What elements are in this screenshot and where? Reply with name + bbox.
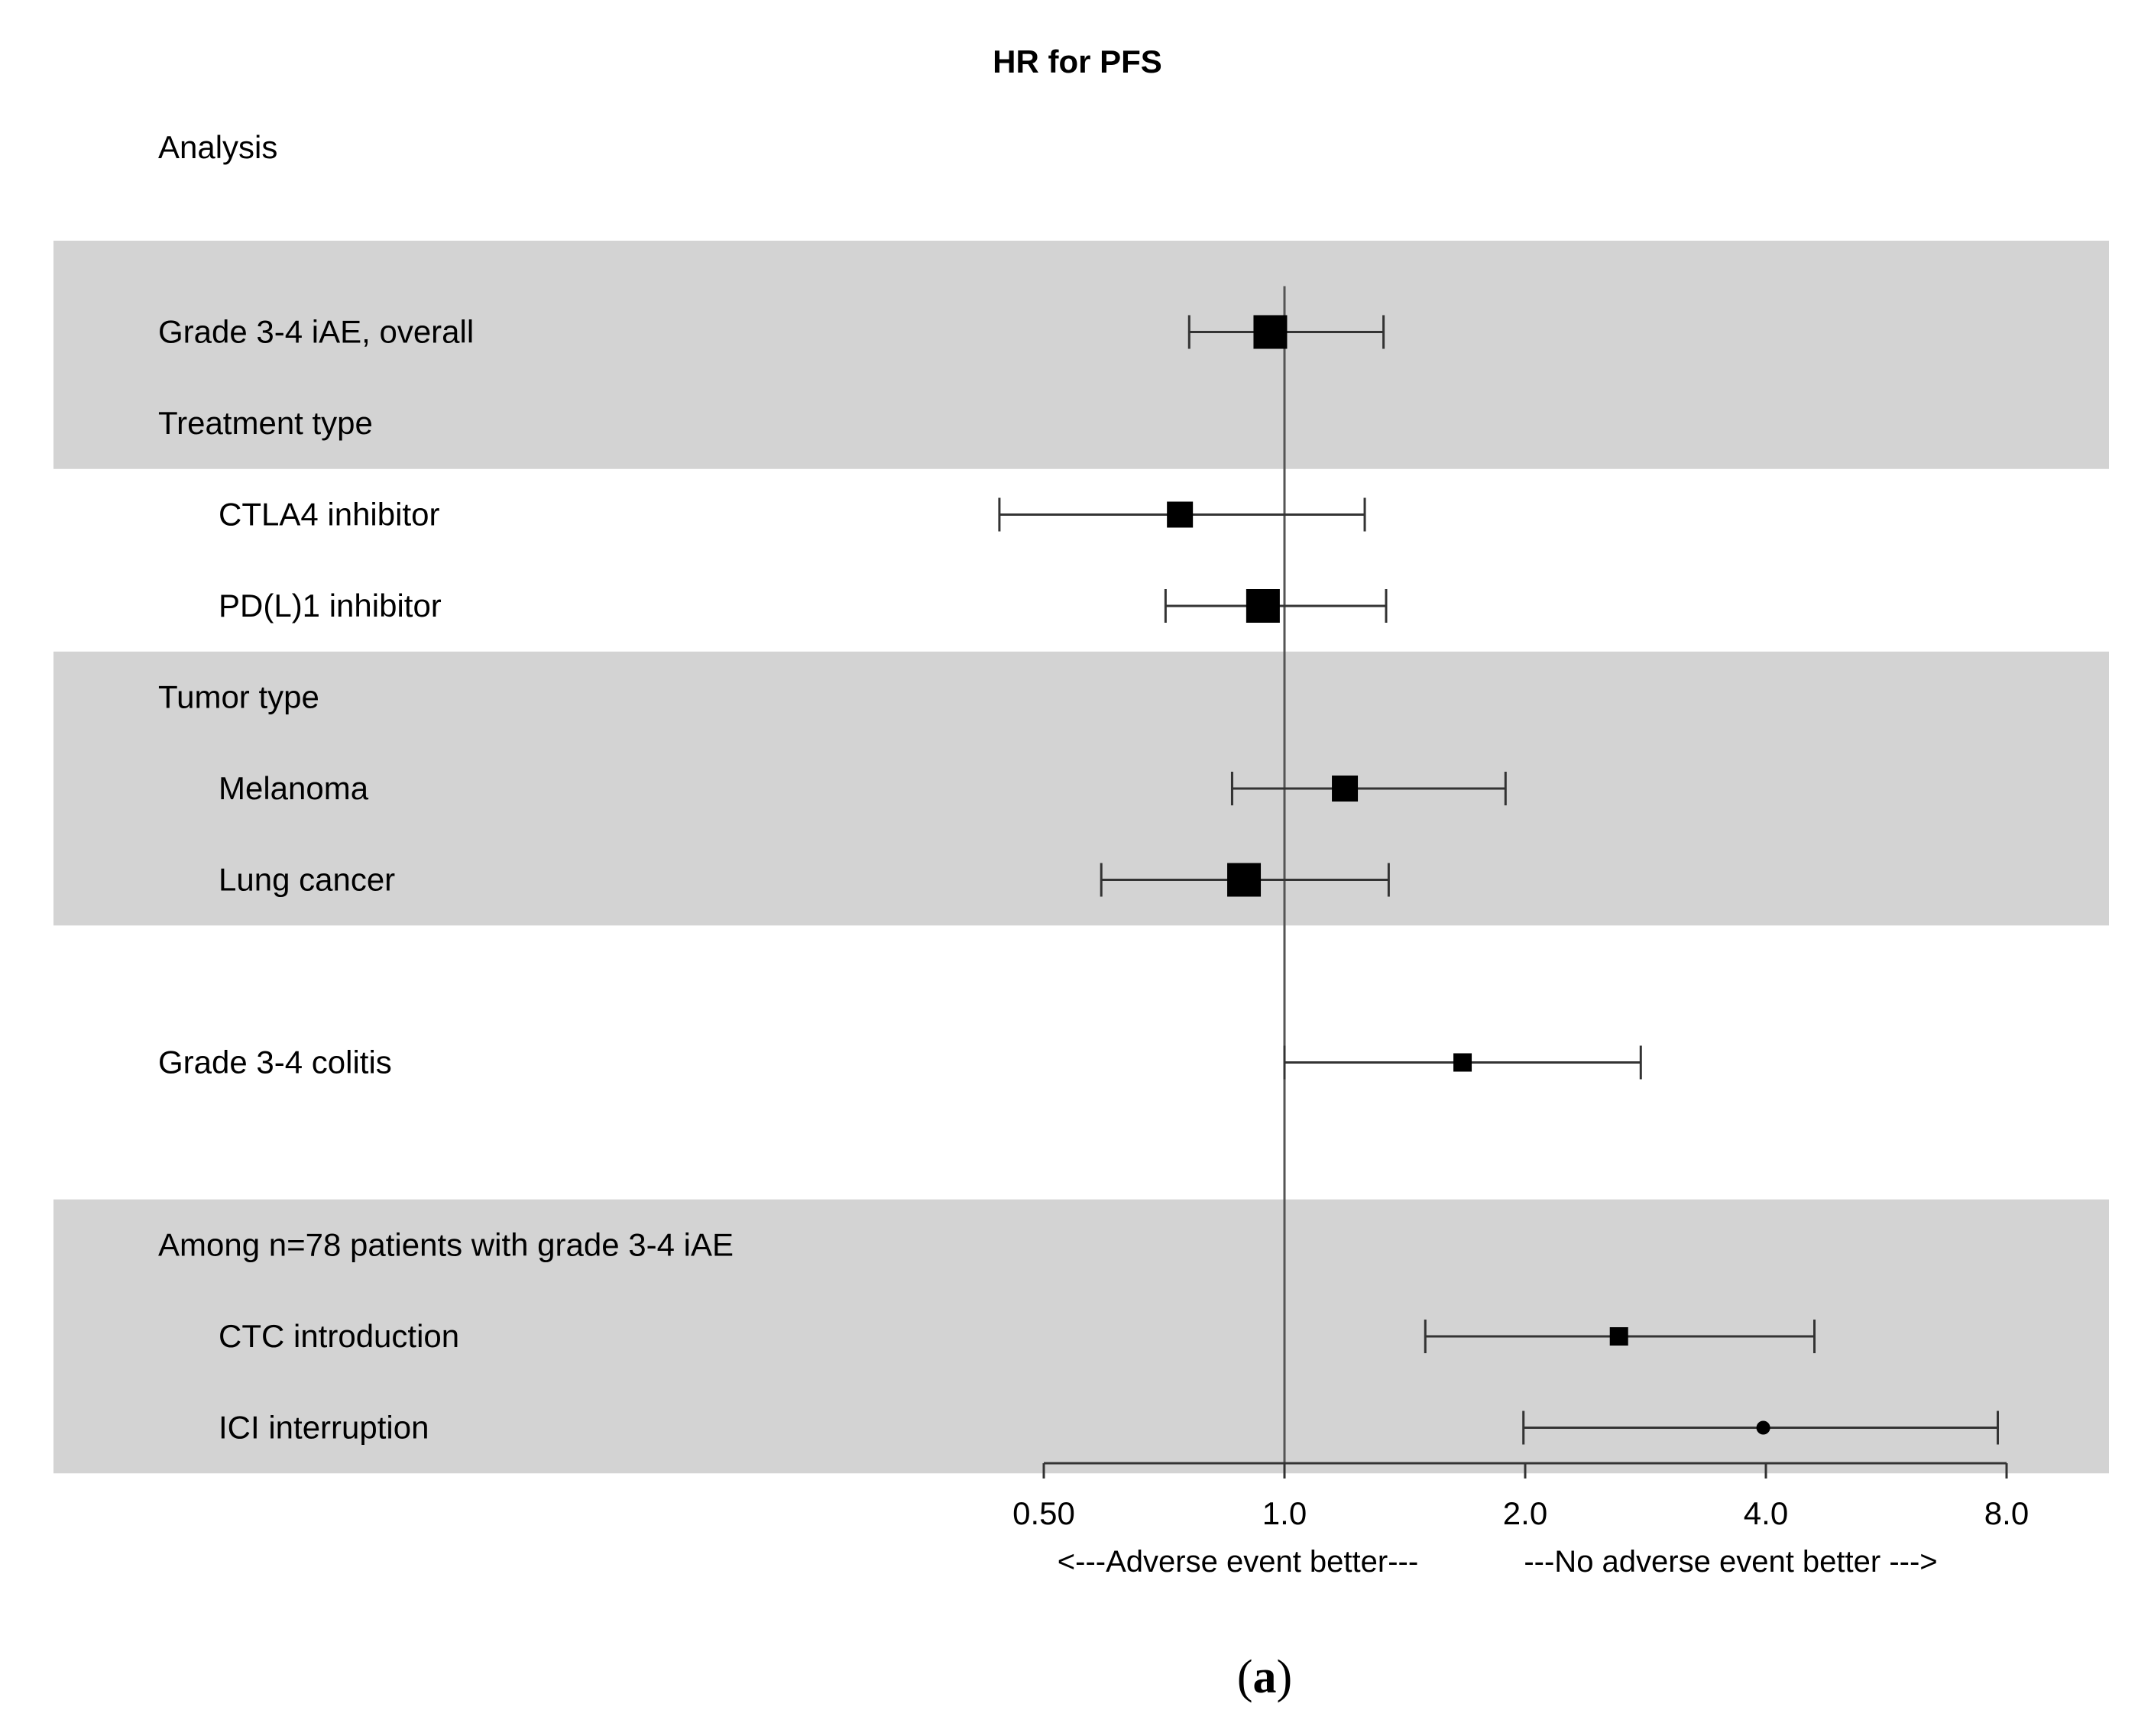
- row-label: Among n=78 patients with grade 3-4 iAE: [158, 1227, 734, 1263]
- point-estimate: [1609, 1327, 1628, 1346]
- point-estimate: [1756, 1420, 1770, 1435]
- shaded-band-1: [53, 241, 2109, 469]
- figure-caption: (a): [1237, 1651, 1292, 1703]
- tick-label: 4.0: [1744, 1495, 1788, 1531]
- row-label: Grade 3-4 colitis: [158, 1045, 392, 1080]
- x-axis: 0.50 1.0 2.0 4.0 8.0: [1012, 1462, 2029, 1531]
- row-label: Treatment type: [158, 405, 373, 441]
- tick-label: 0.50: [1012, 1495, 1075, 1531]
- row-label: Tumor type: [158, 679, 319, 715]
- row-label: Lung cancer: [219, 862, 395, 898]
- direction-label-left: <---Adverse event better---: [1058, 1545, 1418, 1579]
- hazard-ratio-marks: [998, 315, 1999, 1445]
- point-estimate: [1453, 1053, 1472, 1072]
- row-label: Melanoma: [219, 770, 369, 806]
- row-label: ICI interruption: [219, 1410, 429, 1446]
- caption-close-paren: ): [1277, 1651, 1293, 1703]
- row-label: PD(L)1 inhibitor: [219, 588, 442, 623]
- chart-title: HR for PFS: [993, 44, 1162, 79]
- analysis-column-header: Analysis: [158, 129, 277, 165]
- caption-open-paren: (: [1237, 1651, 1253, 1703]
- caption-letter: a: [1253, 1651, 1277, 1703]
- row-label: CTC introduction: [219, 1318, 459, 1354]
- row-label: Grade 3-4 iAE, overall: [158, 314, 474, 350]
- direction-label-right: ---No adverse event better --->: [1524, 1545, 1937, 1579]
- row-label: CTLA4 inhibitor: [219, 497, 439, 533]
- tick-label: 2.0: [1503, 1495, 1547, 1531]
- point-estimate: [1227, 863, 1262, 897]
- shaded-band-2: [53, 651, 2109, 926]
- point-estimate: [1332, 776, 1359, 802]
- row-labels: Grade 3-4 iAE, overall Treatment type CTLA…: [158, 314, 734, 1446]
- tick-label: 1.0: [1262, 1495, 1307, 1531]
- point-estimate: [1253, 315, 1288, 349]
- point-estimate: [1246, 589, 1280, 623]
- tick-label: 8.0: [1984, 1495, 2029, 1531]
- point-estimate: [1167, 501, 1194, 528]
